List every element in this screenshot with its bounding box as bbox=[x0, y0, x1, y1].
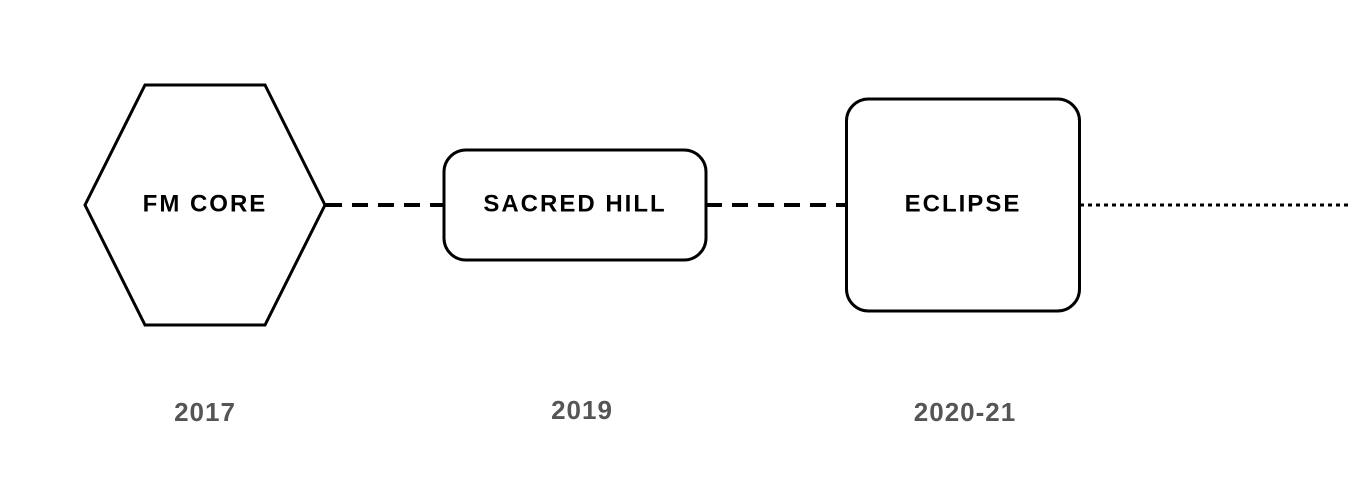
node-eclipse: ECLIPSE bbox=[847, 99, 1080, 311]
year-label-fm-core: 2017 bbox=[105, 397, 305, 428]
node-label-fm-core: FM CORE bbox=[143, 190, 268, 217]
node-sacred-hill: SACRED HILL bbox=[444, 150, 706, 260]
node-label-sacred-hill: SACRED HILL bbox=[483, 190, 666, 217]
year-label-eclipse: 2020-21 bbox=[865, 397, 1065, 428]
node-label-eclipse: ECLIPSE bbox=[905, 190, 1022, 217]
timeline-diagram: FM CORE SACRED HILL ECLIPSE 2017 2019 2020… bbox=[0, 0, 1352, 504]
node-fm-core: FM CORE bbox=[85, 85, 325, 325]
year-label-sacred-hill: 2019 bbox=[482, 395, 682, 426]
diagram-svg: FM CORE SACRED HILL ECLIPSE bbox=[0, 0, 1352, 504]
